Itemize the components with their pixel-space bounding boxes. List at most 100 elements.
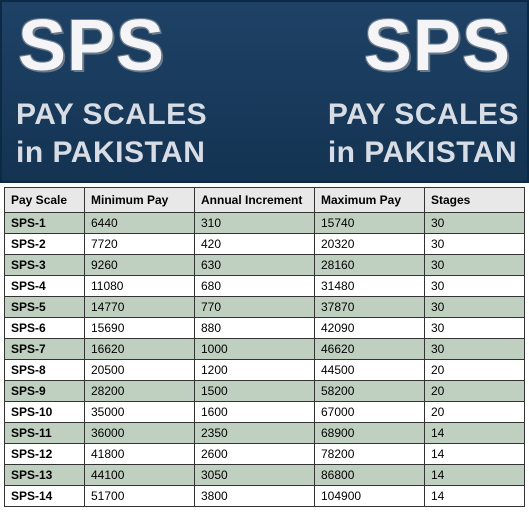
- banner-bottom-row: PAY SCALES in PAKISTAN PAY SCALES in PAK…: [8, 96, 521, 171]
- table-cell: 1500: [195, 381, 315, 402]
- table-cell: 42090: [315, 318, 425, 339]
- table-cell: 30: [425, 276, 525, 297]
- table-cell: 68900: [315, 423, 425, 444]
- table-row: SPS-134410030508680014: [5, 465, 525, 486]
- table-row: SPS-71662010004662030: [5, 339, 525, 360]
- table-cell: SPS-3: [5, 255, 85, 276]
- col-header-minpay: Minimum Pay: [85, 188, 195, 213]
- table-cell: 30: [425, 297, 525, 318]
- banner-subtitle-left: PAY SCALES in PAKISTAN: [16, 96, 207, 171]
- table-cell: 30: [425, 255, 525, 276]
- table-cell: 9260: [85, 255, 195, 276]
- table-cell: 28160: [315, 255, 425, 276]
- table-row: SPS-124180026007820014: [5, 444, 525, 465]
- table-cell: 36000: [85, 423, 195, 444]
- table-cell: 15740: [315, 213, 425, 234]
- table-cell: 44500: [315, 360, 425, 381]
- banner-sps-right: SPS: [364, 10, 511, 82]
- table-cell: 28200: [85, 381, 195, 402]
- pay-scale-table: Pay Scale Minimum Pay Annual Increment M…: [4, 187, 525, 507]
- table-cell: 20: [425, 360, 525, 381]
- table-row: SPS-392606302816030: [5, 255, 525, 276]
- banner-subtitle-right: PAY SCALES in PAKISTAN: [328, 96, 519, 171]
- table-cell: 14770: [85, 297, 195, 318]
- table-cell: 1600: [195, 402, 315, 423]
- table-cell: 14: [425, 486, 525, 507]
- table-container: Pay Scale Minimum Pay Annual Increment M…: [0, 183, 529, 527]
- table-cell: SPS-5: [5, 297, 85, 318]
- table-cell: SPS-6: [5, 318, 85, 339]
- table-header-row: Pay Scale Minimum Pay Annual Increment M…: [5, 188, 525, 213]
- col-header-maxpay: Maximum Pay: [315, 188, 425, 213]
- col-header-increment: Annual Increment: [195, 188, 315, 213]
- table-cell: 30: [425, 234, 525, 255]
- table-cell: 14: [425, 465, 525, 486]
- table-cell: SPS-7: [5, 339, 85, 360]
- table-cell: SPS-10: [5, 402, 85, 423]
- table-cell: 1000: [195, 339, 315, 360]
- table-cell: SPS-8: [5, 360, 85, 381]
- table-cell: 78200: [315, 444, 425, 465]
- table-cell: 104900: [315, 486, 425, 507]
- table-row: SPS-113600023506890014: [5, 423, 525, 444]
- table-body: SPS-164403101574030SPS-277204202032030SP…: [5, 213, 525, 507]
- table-cell: 6440: [85, 213, 195, 234]
- table-cell: 680: [195, 276, 315, 297]
- table-row: SPS-6156908804209030: [5, 318, 525, 339]
- table-cell: 20320: [315, 234, 425, 255]
- table-cell: 86800: [315, 465, 425, 486]
- table-cell: 14: [425, 423, 525, 444]
- table-cell: 16620: [85, 339, 195, 360]
- table-cell: 35000: [85, 402, 195, 423]
- table-row: SPS-4110806803148030: [5, 276, 525, 297]
- table-cell: SPS-2: [5, 234, 85, 255]
- table-row: SPS-277204202032030: [5, 234, 525, 255]
- table-cell: SPS-4: [5, 276, 85, 297]
- table-cell: 2600: [195, 444, 315, 465]
- table-cell: 46620: [315, 339, 425, 360]
- table-cell: 880: [195, 318, 315, 339]
- table-cell: 30: [425, 318, 525, 339]
- table-cell: 15690: [85, 318, 195, 339]
- table-cell: 30: [425, 213, 525, 234]
- banner-line1-right: PAY SCALES: [328, 96, 519, 134]
- banner-sps-left: SPS: [18, 10, 165, 82]
- table-row: SPS-164403101574030: [5, 213, 525, 234]
- table-cell: SPS-1: [5, 213, 85, 234]
- table-cell: SPS-12: [5, 444, 85, 465]
- table-cell: 58200: [315, 381, 425, 402]
- table-cell: SPS-13: [5, 465, 85, 486]
- banner-line1-left: PAY SCALES: [16, 96, 207, 134]
- table-cell: 1200: [195, 360, 315, 381]
- table-cell: 31480: [315, 276, 425, 297]
- table-cell: SPS-14: [5, 486, 85, 507]
- table-cell: SPS-9: [5, 381, 85, 402]
- table-row: SPS-92820015005820020: [5, 381, 525, 402]
- table-cell: SPS-11: [5, 423, 85, 444]
- table-cell: 11080: [85, 276, 195, 297]
- table-cell: 30: [425, 339, 525, 360]
- table-cell: 14: [425, 444, 525, 465]
- table-row: SPS-82050012004450020: [5, 360, 525, 381]
- table-row: SPS-1451700380010490014: [5, 486, 525, 507]
- banner: SPS SPS PAY SCALES in PAKISTAN PAY SCALE…: [0, 0, 529, 183]
- table-cell: 7720: [85, 234, 195, 255]
- table-cell: 770: [195, 297, 315, 318]
- banner-line2-left: in PAKISTAN: [16, 134, 207, 172]
- table-cell: 20: [425, 381, 525, 402]
- table-cell: 2350: [195, 423, 315, 444]
- table-cell: 630: [195, 255, 315, 276]
- table-cell: 420: [195, 234, 315, 255]
- table-cell: 67000: [315, 402, 425, 423]
- table-cell: 310: [195, 213, 315, 234]
- table-cell: 3050: [195, 465, 315, 486]
- table-cell: 44100: [85, 465, 195, 486]
- banner-line2-right: in PAKISTAN: [328, 134, 519, 172]
- table-cell: 51700: [85, 486, 195, 507]
- table-cell: 37870: [315, 297, 425, 318]
- table-cell: 3800: [195, 486, 315, 507]
- banner-top-row: SPS SPS: [8, 10, 521, 82]
- table-cell: 20500: [85, 360, 195, 381]
- table-cell: 20: [425, 402, 525, 423]
- table-row: SPS-103500016006700020: [5, 402, 525, 423]
